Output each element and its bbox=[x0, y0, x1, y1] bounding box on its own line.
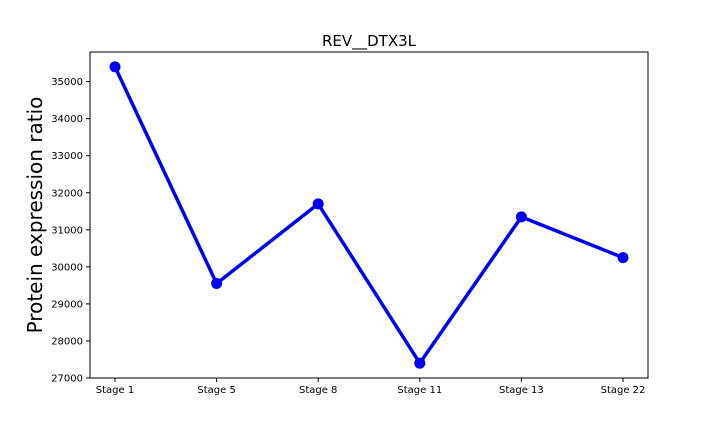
y-tick-label: 30000 bbox=[51, 262, 83, 273]
series-line bbox=[113, 66, 624, 365]
y-tick-label: 33000 bbox=[51, 151, 83, 162]
x-tick-label: Stage 5 bbox=[197, 385, 235, 396]
y-tick-label: 35000 bbox=[51, 77, 83, 88]
data-point bbox=[109, 61, 121, 73]
data-point bbox=[312, 198, 324, 210]
y-tick-label: 27000 bbox=[51, 374, 83, 385]
data-point bbox=[211, 278, 223, 290]
y-tick-label: 32000 bbox=[51, 188, 83, 199]
series-group bbox=[109, 61, 629, 369]
x-tick-label: Stage 8 bbox=[299, 385, 337, 396]
x-axis: Stage 1 Stage 5 Stage 8 Stage 11 Stage 13 Sta… bbox=[96, 378, 646, 396]
y-tick-label: 28000 bbox=[51, 336, 83, 347]
chart-title: REV__DTX3L bbox=[322, 32, 417, 51]
plot-frame bbox=[89, 51, 649, 379]
x-tick-label: Stage 11 bbox=[397, 385, 442, 396]
y-tick-label: 34000 bbox=[51, 114, 83, 125]
data-point bbox=[414, 357, 426, 369]
y-axis-label: Protein expression ratio bbox=[23, 97, 47, 334]
x-tick-label: Stage 22 bbox=[601, 385, 646, 396]
y-tick-label: 29000 bbox=[51, 299, 83, 310]
x-tick-label: Stage 13 bbox=[499, 385, 544, 396]
data-point bbox=[515, 211, 527, 223]
y-tick-label: 31000 bbox=[51, 225, 83, 236]
y-axis: 27000 28000 29000 30000 31000 32000 33000 34000… bbox=[51, 77, 90, 385]
x-tick-label: Stage 1 bbox=[96, 385, 134, 396]
data-point bbox=[617, 252, 629, 264]
